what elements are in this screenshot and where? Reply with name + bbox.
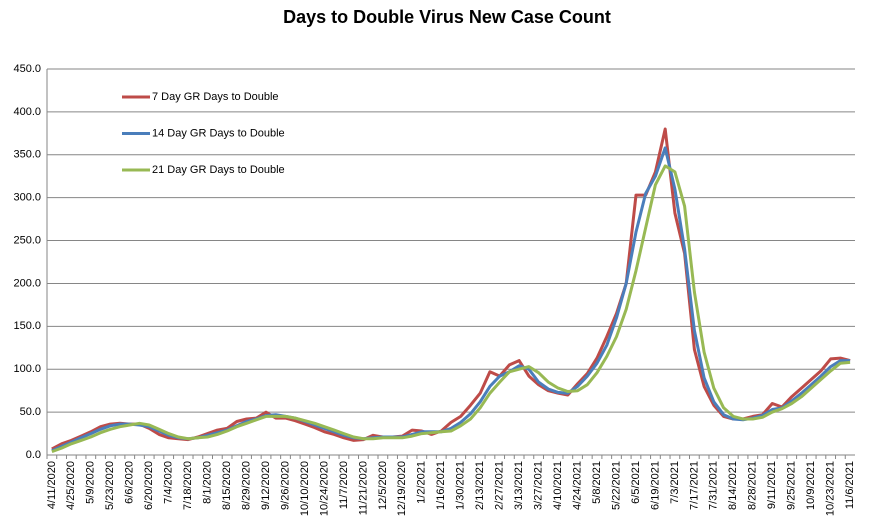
x-tick-label: 7/3/2021 bbox=[669, 461, 681, 504]
x-tick-label: 2/13/2021 bbox=[474, 461, 486, 510]
x-tick-label: 4/11/2020 bbox=[46, 461, 58, 509]
x-tick-label: 6/5/2021 bbox=[630, 461, 642, 504]
x-tick-label: 1/30/2021 bbox=[455, 461, 467, 510]
series-line bbox=[51, 127, 851, 451]
x-tick-label: 8/15/2020 bbox=[221, 461, 233, 510]
y-tick-label: 0.0 bbox=[26, 449, 41, 461]
x-tick-label: 5/23/2020 bbox=[104, 461, 116, 510]
x-tick-label: 5/8/2021 bbox=[591, 461, 603, 504]
x-tick-label: 12/5/2020 bbox=[377, 461, 389, 510]
y-tick-label: 450.0 bbox=[13, 63, 41, 75]
x-tick-label: 7/31/2021 bbox=[708, 461, 720, 510]
x-tick-label: 10/23/2021 bbox=[825, 461, 837, 516]
x-tick-label: 11/7/2020 bbox=[338, 461, 350, 509]
x-tick-label: 1/16/2021 bbox=[435, 461, 447, 510]
x-tick-label: 9/12/2020 bbox=[260, 461, 272, 510]
y-tick-label: 250.0 bbox=[13, 234, 41, 246]
x-tick-label: 5/9/2020 bbox=[85, 461, 97, 504]
y-tick-label: 300.0 bbox=[13, 192, 41, 204]
x-tick-label: 6/19/2021 bbox=[649, 461, 661, 510]
x-tick-label: 9/26/2020 bbox=[279, 461, 291, 510]
legend-label: 14 Day GR Days to Double bbox=[152, 127, 285, 139]
x-tick-label: 7/4/2020 bbox=[163, 461, 175, 504]
x-tick-label: 4/24/2021 bbox=[571, 461, 583, 510]
series-line bbox=[51, 164, 851, 454]
x-tick-label: 8/14/2021 bbox=[727, 461, 739, 510]
x-tick-label: 3/27/2021 bbox=[533, 461, 545, 510]
x-tick-label: 4/10/2021 bbox=[552, 461, 564, 510]
x-tick-label: 11/6/2021 bbox=[844, 461, 856, 509]
x-tick-label: 1/2/2021 bbox=[416, 461, 428, 504]
y-tick-label: 400.0 bbox=[13, 106, 41, 118]
x-tick-label: 2/27/2021 bbox=[494, 461, 506, 510]
y-tick-label: 50.0 bbox=[20, 406, 41, 418]
legend-label: 7 Day GR Days to Double bbox=[152, 91, 279, 103]
x-tick-label: 8/28/2021 bbox=[747, 461, 759, 510]
x-tick-label: 11/21/2020 bbox=[357, 461, 369, 515]
x-tick-label: 7/18/2020 bbox=[182, 461, 194, 510]
x-tick-label: 3/13/2021 bbox=[513, 461, 525, 510]
x-tick-label: 6/6/2020 bbox=[124, 461, 136, 504]
x-tick-label: 10/9/2021 bbox=[805, 461, 817, 510]
y-tick-label: 150.0 bbox=[13, 320, 41, 332]
series-line bbox=[51, 146, 851, 453]
x-tick-label: 9/11/2021 bbox=[766, 461, 778, 509]
y-tick-label: 200.0 bbox=[13, 277, 41, 289]
legend-label: 21 Day GR Days to Double bbox=[152, 164, 285, 176]
x-tick-label: 6/20/2020 bbox=[143, 461, 155, 510]
x-tick-label: 7/17/2021 bbox=[688, 461, 700, 510]
x-tick-label: 9/25/2021 bbox=[786, 461, 798, 510]
x-tick-label: 10/10/2020 bbox=[299, 461, 311, 516]
y-tick-label: 100.0 bbox=[13, 363, 41, 375]
y-tick-label: 350.0 bbox=[13, 149, 41, 161]
chart-title: Days to Double Virus New Case Count bbox=[283, 7, 611, 27]
x-tick-label: 5/22/2021 bbox=[610, 461, 622, 510]
x-tick-label: 10/24/2020 bbox=[318, 461, 330, 516]
x-tick-label: 4/25/2020 bbox=[65, 461, 77, 510]
x-tick-label: 8/1/2020 bbox=[202, 461, 214, 504]
x-tick-label: 12/19/2020 bbox=[396, 461, 408, 516]
x-tick-label: 8/29/2020 bbox=[240, 461, 252, 510]
